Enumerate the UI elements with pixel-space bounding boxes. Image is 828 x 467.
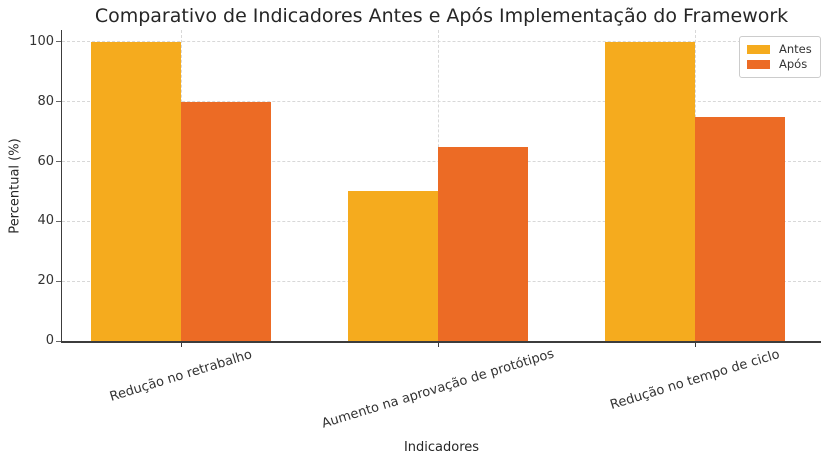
- bar-antes-aumento na aprovacao de prototipos: [348, 191, 438, 341]
- legend-entry-apos: Após: [747, 58, 812, 71]
- bar-antes-reducao no retrabalho: [91, 41, 181, 341]
- horizontal-gridline: [62, 101, 821, 103]
- bar-apos-aumento na aprovacao de prototipos: [438, 146, 528, 341]
- y-tick-mark: [55, 41, 61, 43]
- y-tick-label: 0: [45, 333, 54, 348]
- y-tick-mark: [55, 340, 61, 342]
- legend-label-antes: Antes: [779, 42, 812, 56]
- legend-entry-antes: Antes: [747, 43, 812, 56]
- x-axis-label: Indicadores: [403, 440, 480, 455]
- legend-swatch-apos: [747, 60, 770, 69]
- y-tick-label: 60: [37, 153, 54, 169]
- x-tick-label: Redução no retrabalho: [108, 346, 254, 405]
- y-tick-label: 80: [37, 93, 54, 109]
- x-tick-mark: [180, 342, 182, 347]
- y-tick-mark: [55, 280, 61, 282]
- legend: Antes Após: [739, 36, 821, 78]
- x-axis-spine: [60, 341, 821, 343]
- chart-title: Comparativo de Indicadores Antes e Após …: [94, 5, 789, 27]
- horizontal-gridline: [62, 41, 821, 43]
- y-tick-mark: [55, 161, 61, 163]
- x-tick-label: Redução no tempo de ciclo: [608, 346, 782, 413]
- legend-label-apos: Após: [779, 57, 808, 71]
- x-tick-mark: [437, 342, 439, 347]
- x-tick-mark: [694, 342, 696, 347]
- y-axis-spine: [60, 30, 62, 343]
- y-tick-label: 100: [29, 33, 54, 49]
- bar-apos-reducao no retrabalho: [181, 101, 271, 341]
- x-tick-label: Aumento na aprovação de protótipos: [320, 346, 556, 432]
- y-tick-label: 20: [37, 273, 54, 289]
- bar-apos-reducao no tempo de ciclo: [695, 116, 785, 341]
- bar-antes-reducao no tempo de ciclo: [605, 41, 695, 341]
- legend-swatch-antes: [747, 45, 770, 54]
- plot-area: [60, 30, 821, 343]
- y-tick-label: 40: [37, 213, 54, 229]
- y-tick-mark: [55, 220, 61, 222]
- y-tick-mark: [55, 101, 61, 103]
